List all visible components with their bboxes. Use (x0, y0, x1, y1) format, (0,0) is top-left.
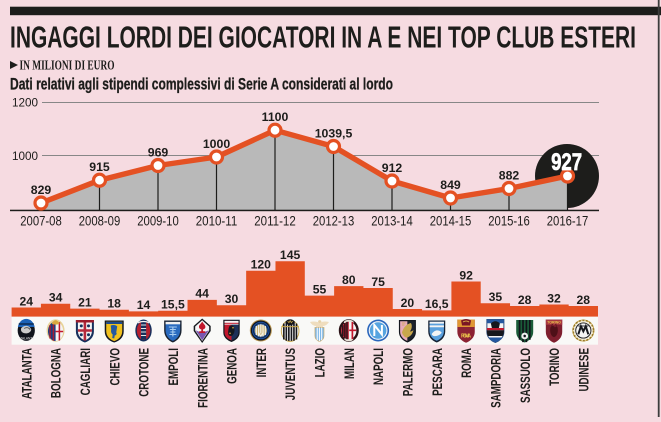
svg-text:28: 28 (577, 293, 591, 307)
svg-text:Dati relativi agli stipendi co: Dati relativi agli stipendi complessivi … (10, 74, 393, 93)
svg-text:INGAGGI LORDI DEI GIOCATORI IN: INGAGGI LORDI DEI GIOCATORI IN A E NEI T… (10, 19, 636, 54)
svg-text:TORINO: TORINO (547, 320, 561, 324)
svg-text:CAGLIARI: CAGLIARI (77, 348, 93, 395)
svg-text:ATALANTA: ATALANTA (18, 337, 35, 341)
svg-text:ROMA: ROMA (458, 348, 474, 378)
svg-text:969: 969 (148, 145, 169, 159)
svg-text:NAPOLI: NAPOLI (370, 348, 386, 385)
svg-text:GENOA: GENOA (224, 348, 240, 384)
svg-text:1000: 1000 (203, 137, 231, 151)
svg-text:BOLOGNA: BOLOGNA (48, 348, 64, 398)
svg-text:92: 92 (459, 268, 473, 282)
svg-text:32: 32 (547, 291, 561, 305)
svg-text:44: 44 (195, 287, 209, 301)
svg-text:21: 21 (78, 296, 92, 310)
svg-text:829: 829 (31, 183, 52, 197)
svg-text:34: 34 (49, 291, 63, 305)
svg-text:PESCARA: PESCARA (429, 348, 445, 396)
svg-text:1000: 1000 (12, 150, 39, 163)
svg-text:2008-09: 2008-09 (79, 213, 121, 228)
svg-text:35: 35 (489, 290, 503, 304)
svg-text:75: 75 (371, 275, 385, 289)
svg-text:16,5: 16,5 (425, 297, 449, 311)
svg-text:ATALANTA: ATALANTA (19, 348, 35, 399)
svg-text:2009-10: 2009-10 (137, 213, 179, 228)
svg-text:80: 80 (342, 273, 356, 287)
svg-text:2013-14: 2013-14 (371, 213, 413, 228)
svg-text:UDINESE: UDINESE (576, 348, 592, 392)
svg-text:EMPOLI: EMPOLI (165, 348, 181, 386)
svg-text:2011-12: 2011-12 (254, 213, 296, 228)
svg-text:LAZIO: LAZIO (312, 348, 328, 377)
svg-text:20: 20 (401, 296, 415, 310)
svg-text:CROTONE: CROTONE (136, 348, 152, 397)
svg-text:24: 24 (20, 294, 34, 308)
svg-text:55: 55 (313, 283, 327, 297)
svg-text:1039,5: 1039,5 (315, 126, 353, 140)
svg-text:882: 882 (499, 168, 520, 182)
svg-text:ROMA: ROMA (461, 334, 471, 340)
svg-text:120: 120 (251, 258, 272, 272)
svg-text:IN MILIONI DI EURO: IN MILIONI DI EURO (20, 58, 115, 73)
svg-text:2015-16: 2015-16 (488, 213, 530, 228)
svg-text:18: 18 (107, 297, 121, 311)
svg-text:927: 927 (551, 149, 582, 176)
svg-text:SASSUOLO: SASSUOLO (517, 348, 533, 403)
svg-text:1200: 1200 (12, 97, 39, 110)
svg-text:2007-08: 2007-08 (20, 213, 62, 228)
svg-text:28: 28 (518, 293, 532, 307)
svg-text:915: 915 (89, 160, 110, 174)
svg-text:849: 849 (440, 178, 461, 192)
svg-text:SAMPDORIA: SAMPDORIA (488, 348, 504, 408)
svg-text:2016-17: 2016-17 (547, 213, 589, 228)
svg-text:MILAN: MILAN (341, 348, 357, 379)
svg-text:TORINO: TORINO (546, 348, 562, 386)
svg-text:15,5: 15,5 (161, 298, 185, 312)
svg-text:INTER: INTER (253, 348, 269, 378)
svg-text:2014-15: 2014-15 (430, 213, 472, 228)
svg-text:PALERMO: PALERMO (400, 348, 416, 396)
svg-text:JUVENTUS: JUVENTUS (282, 348, 298, 400)
svg-text:30: 30 (225, 292, 239, 306)
svg-text:912: 912 (382, 161, 403, 175)
svg-text:CHIEVO: CHIEVO (107, 348, 123, 386)
svg-text:2010-11: 2010-11 (196, 213, 238, 228)
svg-text:FIORENTINA: FIORENTINA (195, 348, 211, 408)
svg-text:14: 14 (137, 298, 151, 312)
svg-text:145: 145 (280, 248, 301, 262)
svg-text:2012-13: 2012-13 (313, 213, 355, 228)
svg-text:1100: 1100 (262, 110, 289, 124)
